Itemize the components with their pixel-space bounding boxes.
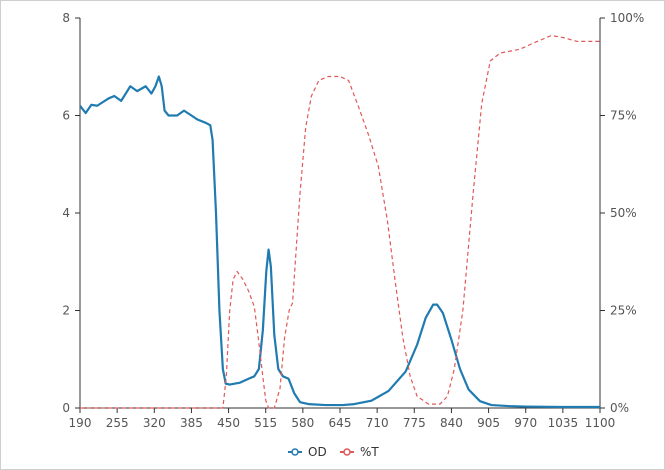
y2-tick-label: 50% [610, 206, 637, 220]
x-tick-label: 970 [514, 416, 537, 430]
y2-tick-label: 75% [610, 109, 637, 123]
series-lines [79, 34, 600, 409]
x-tick-label: 450 [217, 416, 240, 430]
od-series-line [79, 75, 600, 409]
x-tick-label: 775 [403, 416, 426, 430]
y-tick-label: 4 [62, 206, 70, 220]
y2-tick-label: 0% [610, 401, 629, 415]
y-tick-label: 2 [62, 304, 70, 318]
x-tick-label: 905 [477, 416, 500, 430]
y-tick-label: 0 [62, 401, 70, 415]
x-tick-label: 320 [143, 416, 166, 430]
x-tick-label: 710 [366, 416, 389, 430]
axes [75, 17, 605, 413]
y-tick-label: 6 [62, 109, 70, 123]
y2-tick-label: 25% [610, 304, 637, 318]
x-tick-label: 255 [106, 416, 129, 430]
x-tick-label: 840 [440, 416, 463, 430]
tick-labels: 190 255 320 385 450 515 580 645 710 775 840 905 970 1… [62, 11, 644, 430]
transmission-series-line [80, 34, 600, 409]
x-tick-label: 190 [69, 416, 92, 430]
x-tick-label: 1100 [585, 416, 616, 430]
x-tick-label: 515 [254, 416, 277, 430]
legend[interactable]: OD %T [288, 445, 379, 459]
legend-od-marker [291, 448, 299, 456]
legend-t-marker [343, 448, 351, 456]
x-tick-label: 580 [291, 416, 314, 430]
x-tick-label: 385 [180, 416, 203, 430]
legend-od-label: OD [308, 445, 327, 459]
y-tick-label: 8 [62, 11, 70, 25]
y2-tick-label: 100% [610, 11, 644, 25]
x-tick-label: 645 [329, 416, 352, 430]
x-tick-label: 1035 [548, 416, 579, 430]
legend-t-label: %T [360, 445, 379, 459]
